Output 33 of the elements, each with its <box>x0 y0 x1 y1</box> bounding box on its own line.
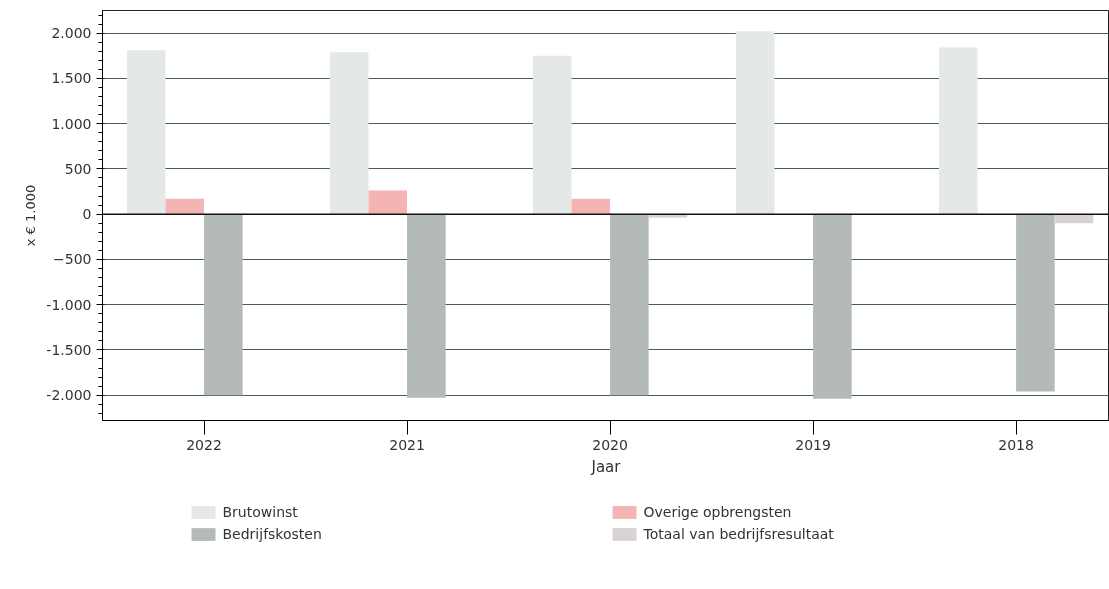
y-tick-label: 1.000 <box>51 115 92 132</box>
x-tick-label: 2018 <box>998 436 1034 453</box>
y-tick-label: 1.500 <box>51 70 92 87</box>
y-tick-label: 0 <box>82 206 92 223</box>
y-tick-label: -2.000 <box>46 387 92 404</box>
y-tick-label: -1.000 <box>46 296 92 313</box>
bar <box>735 31 775 215</box>
x-axis-title: Jaar <box>590 457 622 476</box>
bar <box>610 214 649 396</box>
y-axis-title: x € 1.000 <box>23 184 39 247</box>
x-tick-label: 2021 <box>389 436 425 453</box>
bar <box>1016 214 1055 392</box>
bar <box>165 198 205 215</box>
bar <box>126 50 166 215</box>
legend-label: Brutowinst <box>222 504 299 520</box>
bar <box>329 52 369 215</box>
bar <box>204 214 243 396</box>
bar <box>407 214 446 398</box>
legend-label: Bedrijfskosten <box>222 526 323 542</box>
bar <box>813 214 852 399</box>
legend-label: Overige opbrengsten <box>643 504 793 520</box>
bar <box>938 47 978 215</box>
bar <box>532 55 572 215</box>
legend-label: Totaal van bedrijfsresultaat <box>643 526 835 542</box>
x-tick-label: 2022 <box>186 436 222 453</box>
y-tick-label: 2.000 <box>51 25 92 42</box>
y-tick-label: -1.500 <box>46 341 92 358</box>
y-tick-label: −500 <box>53 251 92 268</box>
x-tick-label: 2020 <box>592 436 628 453</box>
x-tick-label: 2019 <box>795 436 831 453</box>
bar <box>368 190 408 215</box>
bar <box>571 198 611 215</box>
y-tick-label: 500 <box>64 160 92 177</box>
